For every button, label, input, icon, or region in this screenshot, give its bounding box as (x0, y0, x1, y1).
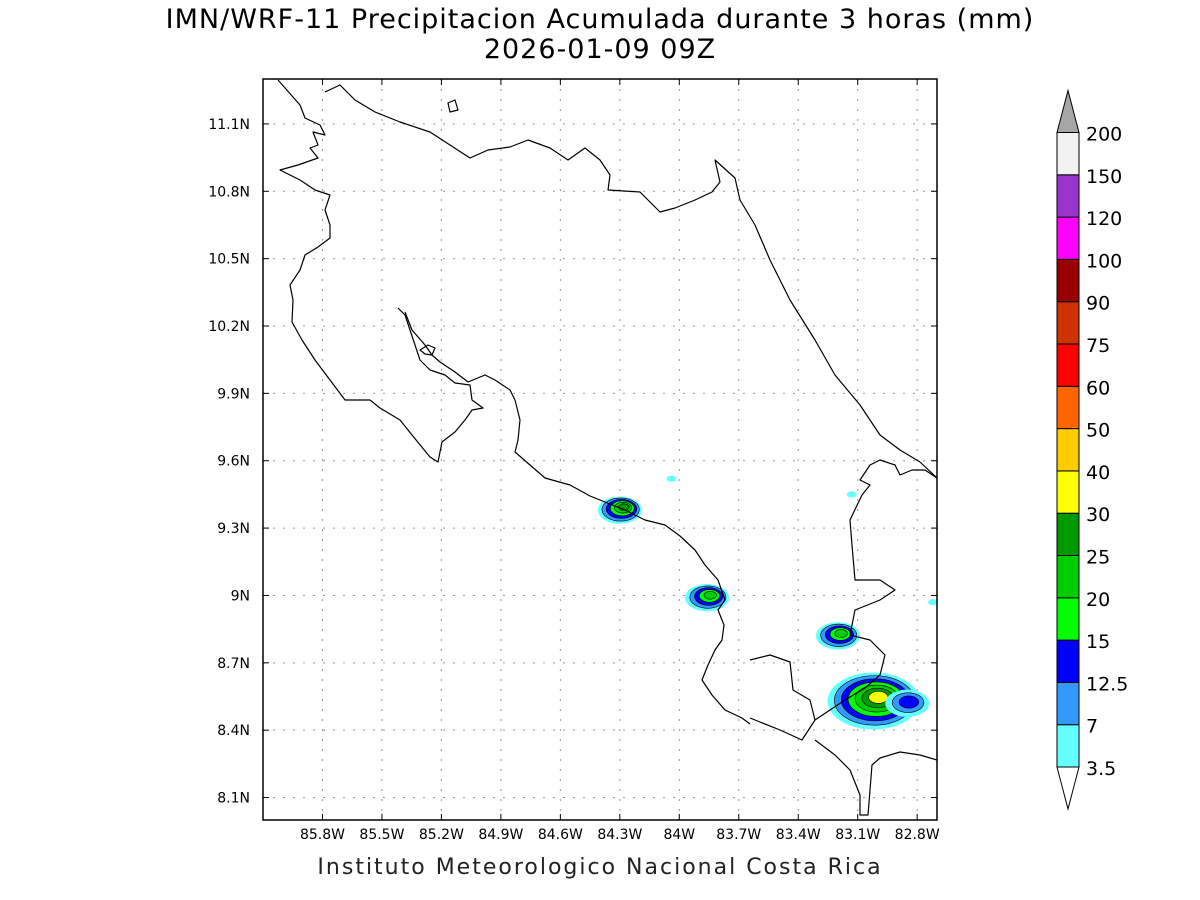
colorbar-level-label: 60 (1086, 377, 1110, 399)
san-ramon-cell (597, 496, 642, 524)
colorbar-level-label: 15 (1086, 631, 1110, 653)
chart-title: IMN/WRF-11 Precipitacion Acumulada duran… (165, 4, 1035, 35)
lon-tick-label: 85.8W (300, 827, 345, 843)
lat-tick-label: 9N (231, 588, 250, 604)
colorbar-swatch (1056, 343, 1080, 387)
lon-tick-label: 84.3W (597, 827, 642, 843)
colorbar-swatch (1056, 512, 1080, 557)
precipitation-contours (597, 475, 937, 730)
colorbar-level-label: 7 (1086, 716, 1098, 738)
colorbar-legend: 3.5 7 12.5 15 20 25 30 40 50 60 75 90 100 120 150 200 (1056, 88, 1128, 811)
lon-tick-label: 85.5W (359, 827, 404, 843)
lon-tick-label: 83.4W (776, 827, 821, 843)
colorbar-swatch (1056, 597, 1080, 641)
contour-level-12-5 (898, 695, 919, 709)
plot-frame (262, 78, 938, 821)
lat-tick-label: 11.1N (208, 117, 250, 133)
contour-level-3-5 (846, 491, 857, 498)
colorbar-swatch (1056, 132, 1080, 176)
colorbar-level-label: 100 (1086, 250, 1122, 272)
colorbar-swatch (1056, 724, 1080, 768)
colorbar-min-triangle (1056, 766, 1080, 811)
osa-peninsula (749, 654, 816, 741)
colorbar-max-triangle (1056, 88, 1080, 133)
colorbar-level-label: 40 (1086, 462, 1110, 484)
colorbar-level-label: 200 (1086, 124, 1122, 146)
colorbar-swatch (1056, 174, 1080, 218)
island-calero (447, 99, 459, 113)
colorbar-swatch (1056, 428, 1080, 472)
island-chira (419, 344, 436, 356)
colorbar-swatch (1056, 555, 1080, 599)
lon-tick-label: 84.9W (478, 827, 523, 843)
colorbar-swatch (1056, 385, 1080, 430)
lat-tick-label: 9.6N (217, 454, 250, 470)
colorbar-level-label: 150 (1086, 166, 1122, 188)
lat-tick-label: 9.3N (217, 521, 250, 537)
lon-tick-label: 83.1W (835, 827, 880, 843)
contour-level-3-5 (928, 599, 937, 606)
contour-level-20 (703, 591, 717, 600)
colorbar-swatch (1056, 470, 1080, 514)
panama-speck (928, 599, 937, 606)
contour-level-20 (834, 629, 848, 638)
lon-tick-label: 84.6W (538, 827, 583, 843)
lon-tick-label: 83.7W (716, 827, 761, 843)
colorbar-swatch (1056, 216, 1080, 260)
chart-subtitle-datetime: 2026-01-09 09Z (483, 34, 717, 65)
talamanca-cell-east (815, 622, 860, 650)
peninsula-nicoya-gulf (404, 311, 751, 725)
latitude-axis: 8.1N 8.4N 8.7N 9N 9.3N 9.6N 9.9N 10.2N 10.5N 10.8… (208, 117, 937, 807)
colorbar-level-label: 30 (1086, 504, 1110, 526)
credit-footer: Instituto Meteorologico Nacional Costa R… (317, 855, 883, 880)
colorbar-level-label: 75 (1086, 335, 1110, 357)
colorbar-swatch (1056, 681, 1080, 726)
colorbar-level-label: 12.5 (1086, 673, 1128, 695)
lat-tick-label: 9.9N (217, 386, 250, 402)
lat-tick-label: 8.4N (217, 723, 250, 739)
colorbar-level-label: 20 (1086, 589, 1110, 611)
lat-tick-label: 8.7N (217, 656, 250, 672)
colorbar-swatch (1056, 258, 1080, 303)
lon-tick-label: 82.8W (895, 827, 940, 843)
longitude-axis: 85.8W 85.5W 85.2W 84.9W 84.6W 84.3W 84W 83.7W 83… (300, 79, 940, 843)
talamanca-cell-west (685, 584, 730, 612)
burica-cell (885, 689, 930, 717)
lat-tick-label: 10.5N (208, 252, 250, 268)
colorbar-level-label: 90 (1086, 293, 1110, 315)
colorbar-level-label: 25 (1086, 547, 1110, 569)
colorbar-swatch (1056, 639, 1080, 683)
contour-level-3-5 (666, 475, 677, 482)
coastline-nicaragua-north (277, 79, 484, 463)
colorbar-level-label: 3.5 (1086, 758, 1116, 780)
lon-tick-label: 84W (663, 827, 695, 843)
contour-level-30 (868, 691, 889, 704)
caribbean-speck-1 (666, 475, 677, 482)
lat-tick-label: 10.8N (208, 184, 250, 200)
colorbar-swatch (1056, 301, 1080, 345)
lat-tick-label: 8.1N (217, 791, 250, 807)
map-gridlines (263, 79, 937, 820)
colorbar-level-label: 120 (1086, 208, 1122, 230)
golfo-dulce-coast (814, 459, 937, 721)
colorbar-level-label: 50 (1086, 420, 1110, 442)
lon-tick-label: 85.2W (419, 827, 464, 843)
coastline-borders (277, 79, 937, 816)
panama-border-south (814, 739, 937, 816)
caribbean-speck-2 (846, 491, 857, 498)
lake-shoreline-north (324, 84, 937, 479)
lat-tick-label: 10.2N (208, 319, 250, 335)
